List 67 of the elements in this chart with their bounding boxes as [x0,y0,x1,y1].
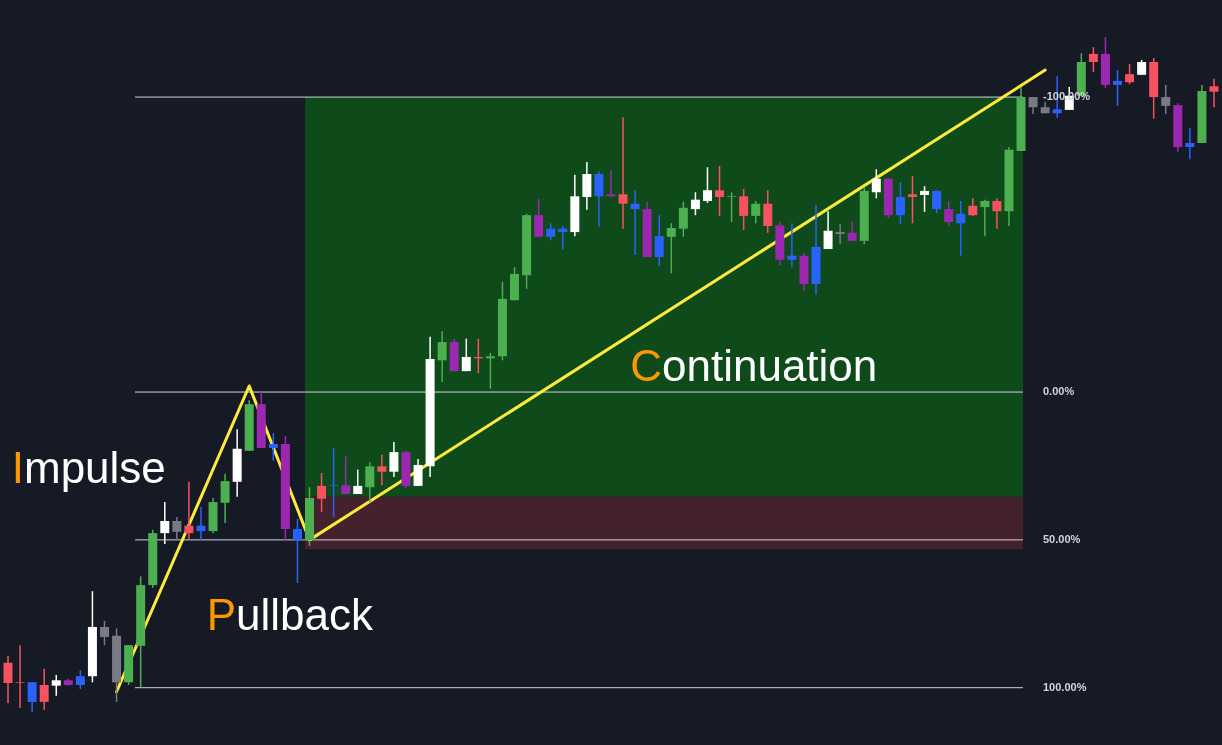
candlestick [1185,127,1195,160]
candlestick [558,225,568,250]
candlestick [51,674,61,697]
candlestick [377,454,387,486]
candlestick [365,461,375,503]
candlestick [15,644,25,709]
candlestick [630,189,640,256]
candlestick [956,200,966,257]
candlestick [184,481,194,541]
candlestick [389,441,399,478]
candlestick [618,116,628,230]
candlestick [39,668,49,711]
candlestick [437,330,447,383]
candlestick [172,516,182,541]
candlestick [413,458,423,487]
annotation: 50.00% [1043,533,1081,545]
candlestick [1161,84,1171,115]
candlestick [594,170,604,228]
candlestick [763,189,773,234]
candlestick [485,352,495,390]
candlestick [932,189,942,214]
candlestick [220,472,230,524]
candlestick [666,222,676,274]
candlestick [727,191,737,223]
candlestick [341,455,351,495]
candlestick [823,210,833,250]
candlestick [353,468,363,495]
candlestick [654,214,664,267]
candlestick [787,222,797,268]
candlestick [1209,78,1219,108]
candlestick [27,681,37,713]
annotation: Continuation [630,341,878,390]
candlestick [582,161,592,211]
candlestick [871,168,881,200]
candlestick [702,166,712,204]
candlestick [678,200,688,238]
candlestick [1113,69,1123,107]
candlestick [895,181,905,225]
annotation: 100.00% [1043,681,1087,693]
candlestick [329,447,339,518]
candlestick [160,501,170,545]
candlestick [920,185,930,213]
annotation: Pullback [206,590,374,639]
candlestick [715,165,725,217]
annotation: Impulse [11,443,166,492]
candlestick [196,506,206,541]
candlestick [3,655,13,704]
candlestick [847,220,857,242]
candlestick [99,620,109,646]
annotation: 0.00% [1043,385,1075,397]
candlestick [461,337,471,372]
candlestick [606,169,616,198]
candlestick [75,669,85,690]
candlestick [944,200,954,227]
candlestick [980,198,990,237]
candlestick [992,197,1002,230]
candlestick [268,432,278,462]
candlestick [292,518,302,584]
candlestick [534,198,544,238]
candlestick [1088,46,1098,73]
candlestick [751,200,761,225]
candlestick [317,472,327,513]
candlestick [835,223,845,245]
candlestick [907,175,917,225]
candlestick [739,188,749,231]
candlestick [1125,63,1135,85]
candlestick [690,191,700,216]
